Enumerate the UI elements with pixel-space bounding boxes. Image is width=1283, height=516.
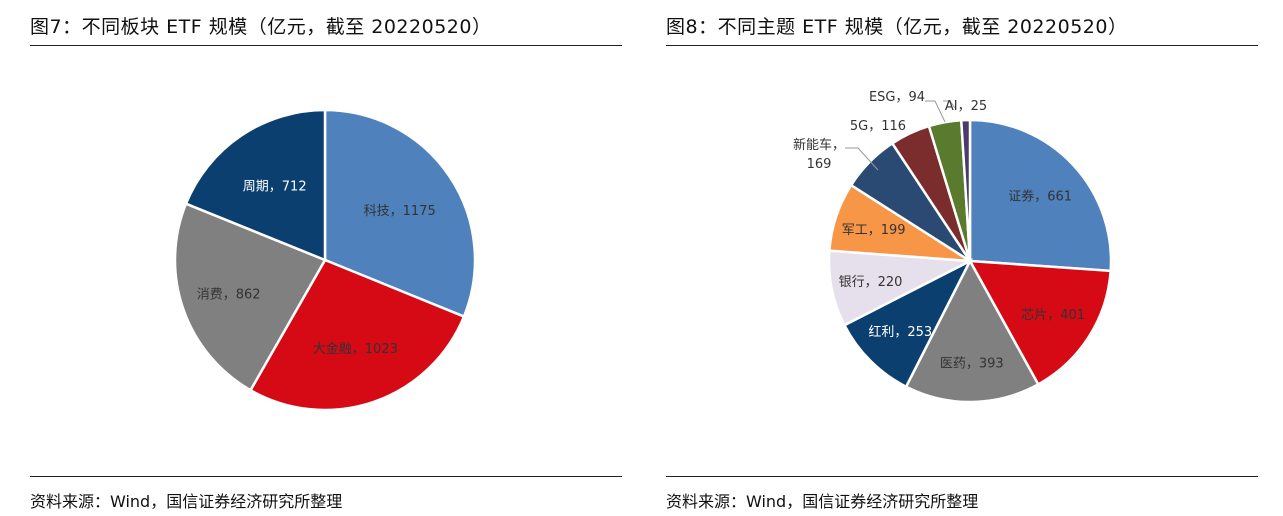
data-label: 科技，1175	[364, 204, 436, 219]
data-label: 医药，393	[940, 357, 1004, 372]
divider	[30, 476, 622, 477]
data-label: 证券，661	[1008, 189, 1072, 205]
chart-title-7: 图7：不同板块 ETF 规模（亿元，截至 20220520）	[30, 16, 492, 38]
source-note-8: 资料来源：Wind，国信证券经济研究所整理	[666, 492, 979, 511]
divider	[30, 45, 622, 46]
leader-line	[845, 147, 879, 171]
data-label: 消费，862	[197, 287, 261, 302]
data-label: AI，25	[945, 99, 987, 114]
data-label: 银行，220	[839, 275, 903, 290]
pie-slice-证券	[968, 118, 1113, 273]
pie-slice-医药	[904, 258, 1040, 404]
data-label: 红利，253	[868, 324, 932, 340]
data-label: 芯片，401	[1021, 308, 1085, 323]
leader-line	[943, 100, 956, 109]
data-label: 大金融，1023	[313, 341, 398, 357]
source-note-7: 资料来源：Wind，国信证券经济研究所整理	[30, 492, 343, 511]
pie-slice-AI	[959, 118, 972, 262]
data-label: 5G，116	[850, 119, 906, 134]
chart-title-8: 图8：不同主题 ETF 规模（亿元，截至 20220520）	[666, 16, 1128, 38]
pie-slice-周期	[184, 108, 327, 262]
pie-slice-科技	[323, 108, 477, 319]
data-label: ESG，94	[869, 90, 925, 105]
leader-line	[925, 100, 946, 123]
pie-slice-红利	[842, 258, 973, 389]
pie-slice-芯片	[967, 259, 1112, 387]
data-label: 周期，712	[243, 179, 307, 194]
divider	[666, 45, 1258, 46]
data-label-new-energy-vehicle: 新能车，169	[792, 138, 845, 172]
data-label: 军工，199	[842, 223, 906, 238]
pie-slice-消费	[173, 202, 327, 392]
divider	[666, 476, 1258, 477]
